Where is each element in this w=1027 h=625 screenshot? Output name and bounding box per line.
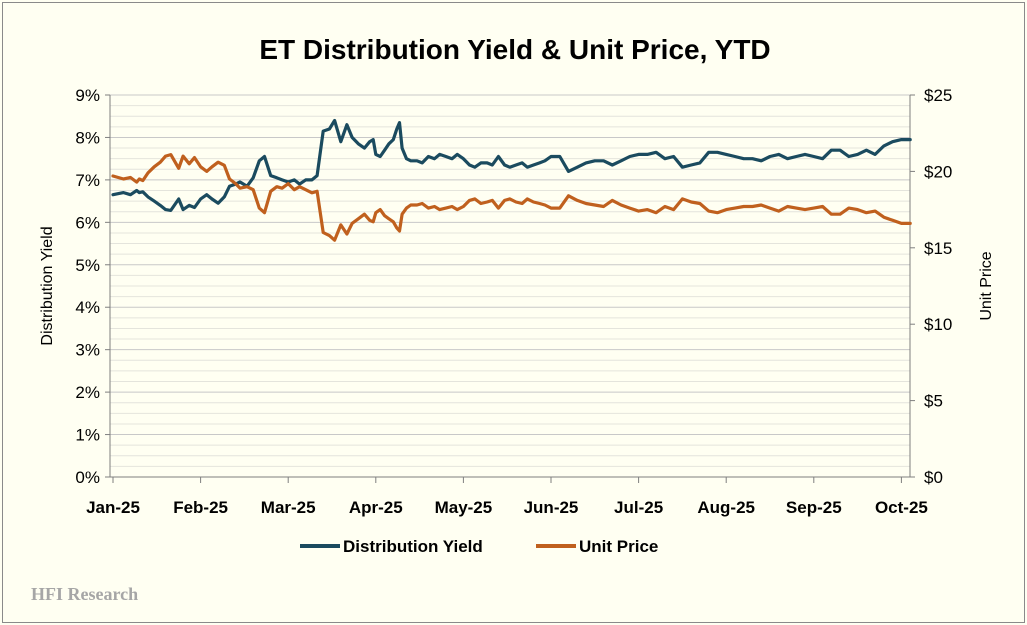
- y2-tick-label: $25: [924, 86, 952, 105]
- x-tick-label: Jan-25: [86, 498, 140, 517]
- y2-tick-label: $20: [924, 162, 952, 181]
- y-tick-label: 2%: [75, 383, 100, 402]
- x-tick-label: May-25: [435, 498, 493, 517]
- x-tick-label: Jul-25: [614, 498, 663, 517]
- x-tick-label: Jun-25: [524, 498, 579, 517]
- x-tick-label: Feb-25: [173, 498, 228, 517]
- x-tick-label: Oct-25: [875, 498, 928, 517]
- y2-tick-label: $5: [924, 392, 943, 411]
- axes: [109, 95, 911, 478]
- watermark-text: HFI Research: [31, 584, 138, 604]
- y-tick-label: 5%: [75, 256, 100, 275]
- y2-tick-label: $10: [924, 315, 952, 334]
- y-tick-label: 9%: [75, 86, 100, 105]
- y-tick-label: 7%: [75, 171, 100, 190]
- y-tick-label: 3%: [75, 341, 100, 360]
- series-line-distribution-yield: [111, 118, 912, 212]
- y-tick-label: 4%: [75, 298, 100, 317]
- y-tick-label: 6%: [75, 213, 100, 232]
- chart-svg: ET Distribution Yield & Unit Price, YTD …: [31, 34, 995, 604]
- y2-tick-label: $15: [924, 239, 952, 258]
- legend-label-unit-price: Unit Price: [579, 537, 658, 556]
- left-axis-ticks: 0% 1% 2% 3% 4% 5% 6% 7% 8% 9%: [75, 86, 110, 487]
- gridlines: [110, 94, 910, 478]
- chart-title: ET Distribution Yield & Unit Price, YTD: [259, 34, 770, 65]
- legend: Distribution Yield Unit Price: [300, 537, 658, 556]
- legend-label-distribution-yield: Distribution Yield: [343, 537, 483, 556]
- x-tick-label: Mar-25: [261, 498, 316, 517]
- y-tick-label: 8%: [75, 128, 100, 147]
- right-axis-ticks: $0 $5 $10 $15 $20 $25: [910, 86, 952, 487]
- y-tick-label: 1%: [75, 426, 100, 445]
- y-tick-label: 0%: [75, 468, 100, 487]
- x-tick-label: Sep-25: [786, 498, 842, 517]
- x-axis-ticks: Jan-25 Feb-25 Mar-25 Apr-25 May-25 Jun-25 Jul-…: [86, 477, 928, 517]
- x-tick-label: Apr-25: [349, 498, 403, 517]
- x-tick-label: Aug-25: [697, 498, 755, 517]
- y2-tick-label: $0: [924, 468, 943, 487]
- series-lines: [111, 118, 912, 242]
- series-line-unit-price: [111, 153, 912, 242]
- y2-axis-label: Unit Price: [978, 251, 995, 320]
- y-axis-label: Distribution Yield: [39, 226, 56, 345]
